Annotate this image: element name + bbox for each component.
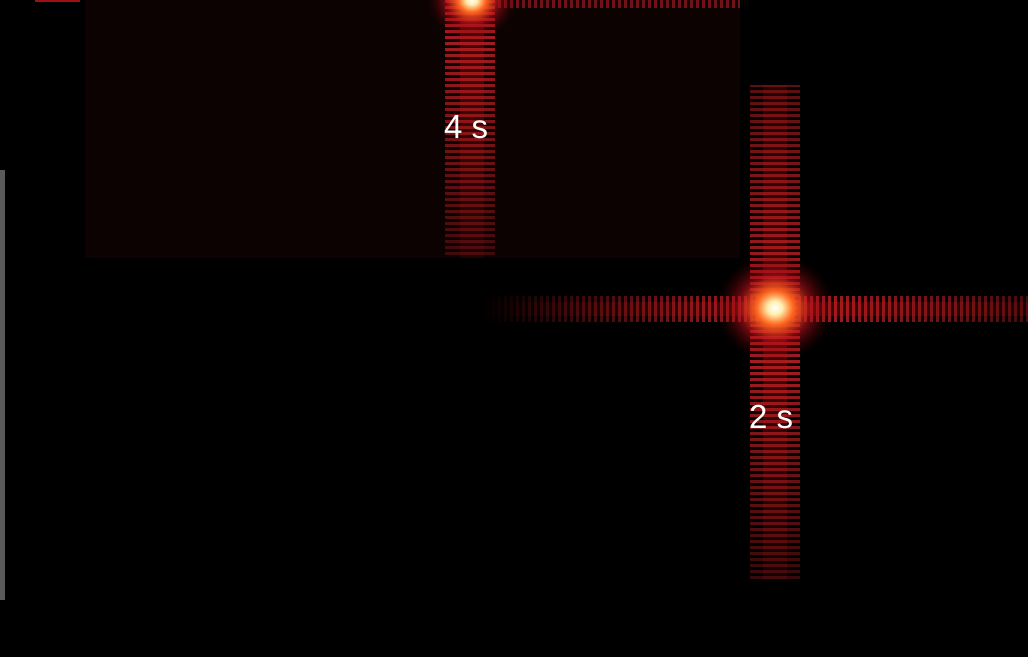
exposure-label: 2 s: [749, 398, 793, 435]
diffraction-image: 4 s 2 s: [0, 0, 1028, 657]
upper-panel: [85, 0, 740, 258]
left-edge: [0, 170, 5, 600]
page: 4 s 2 s (() => { const data = JSON.parse…: [0, 0, 1028, 657]
exposure-label: 4 s: [444, 108, 488, 145]
